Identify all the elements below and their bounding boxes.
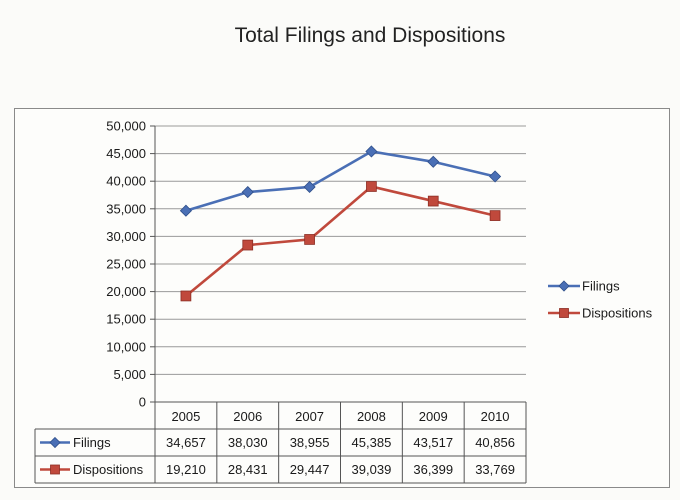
data-point <box>365 145 378 158</box>
y-tick-label: 0 <box>139 395 146 410</box>
x-category-label: 2005 <box>171 409 200 424</box>
y-tick-label: 45,000 <box>106 146 146 161</box>
series-line-dispositions <box>185 185 496 297</box>
table-cell-value: 38,030 <box>228 435 268 450</box>
data-point <box>489 210 501 221</box>
table-key-marker <box>50 464 60 475</box>
chart-title: Total Filings and Dispositions <box>234 24 506 47</box>
legend-label: Filings <box>582 279 620 294</box>
data-point <box>304 234 315 245</box>
data-point <box>180 290 192 302</box>
table-cell-value: 40,856 <box>475 435 515 450</box>
data-point <box>427 195 439 207</box>
x-category-label: 2009 <box>419 409 448 424</box>
table-cell-value: 45,385 <box>352 435 392 450</box>
table-cell-value: 43,517 <box>413 435 453 450</box>
table-cell-value: 39,039 <box>352 462 392 477</box>
table-series-name: Filings <box>73 435 111 450</box>
table-cell-value: 38,955 <box>290 435 330 450</box>
x-category-label: 2006 <box>233 409 262 424</box>
chart-frame <box>14 108 670 488</box>
data-point <box>489 170 502 183</box>
table-cell-value: 19,210 <box>166 462 206 477</box>
legend-marker <box>558 280 570 292</box>
y-tick-label: 30,000 <box>106 229 146 244</box>
data-point <box>242 239 254 251</box>
x-category-label: 2010 <box>481 409 510 424</box>
table-cell-value: 28,431 <box>228 462 268 477</box>
x-category-label: 2007 <box>295 409 324 424</box>
table-series-name: Dispositions <box>73 462 144 477</box>
data-point <box>303 180 316 194</box>
table-cell-value: 34,657 <box>166 435 206 450</box>
legend-label: Dispositions <box>582 306 653 321</box>
data-point <box>241 186 254 199</box>
data-point <box>366 181 377 192</box>
x-category-label: 2008 <box>357 409 386 424</box>
y-tick-label: 15,000 <box>106 312 146 327</box>
y-tick-label: 35,000 <box>106 201 146 216</box>
y-tick-label: 40,000 <box>106 174 146 189</box>
y-tick-label: 5,000 <box>113 367 146 382</box>
table-cell-value: 36,399 <box>413 462 453 477</box>
legend-marker <box>559 308 569 318</box>
table-cell-value: 33,769 <box>475 462 515 477</box>
table-key-marker <box>49 436 61 449</box>
series-line-filings <box>185 150 496 212</box>
y-tick-label: 20,000 <box>106 284 146 299</box>
y-tick-label: 25,000 <box>106 257 146 272</box>
table-cell-value: 29,447 <box>290 462 330 477</box>
data-point <box>179 204 192 217</box>
y-tick-label: 50,000 <box>106 119 146 134</box>
data-point <box>427 155 440 168</box>
y-tick-label: 10,000 <box>106 339 146 354</box>
